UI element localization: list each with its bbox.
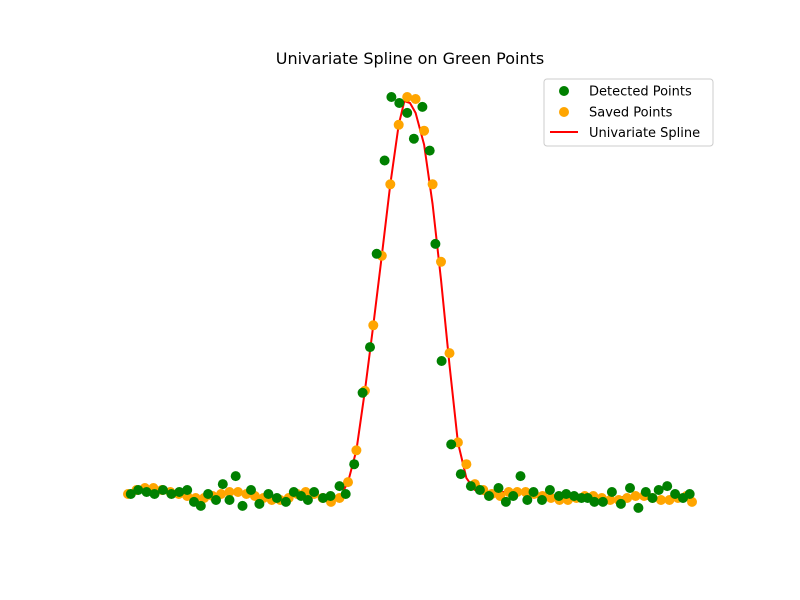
detected-point <box>158 485 168 495</box>
legend-spline-label: Univariate Spline <box>589 126 700 141</box>
detected-point <box>474 485 485 495</box>
detected-point <box>528 487 539 497</box>
detected-point <box>417 101 428 112</box>
saved-point <box>630 491 641 501</box>
detected-point <box>386 92 397 102</box>
saved-point <box>385 179 396 190</box>
detected-point <box>125 489 136 499</box>
legend-saved-marker <box>559 107 569 117</box>
saved-point <box>402 92 413 102</box>
detected-point <box>166 489 177 499</box>
detected-point <box>561 489 572 499</box>
legend-detected-label: Detected Points <box>589 85 692 100</box>
detected-point <box>217 479 228 490</box>
saved-point <box>351 445 362 456</box>
detected-point <box>662 481 673 492</box>
detected-point <box>325 491 336 501</box>
detected-point <box>309 487 320 497</box>
saved-point <box>444 348 455 359</box>
detected-point <box>254 498 265 509</box>
detected-point <box>647 493 658 503</box>
saved-point <box>546 493 556 503</box>
detected-point <box>211 495 221 505</box>
detected-point <box>633 502 644 513</box>
detected-point <box>522 495 533 505</box>
legend-detected-marker <box>559 86 569 96</box>
saved-point <box>622 493 633 503</box>
detected-point <box>408 133 419 144</box>
detected-point <box>436 356 447 366</box>
detected-point <box>237 500 248 511</box>
detected-point <box>424 145 435 156</box>
detected-point <box>515 471 526 482</box>
saved-point <box>687 496 697 507</box>
detected-point <box>203 489 214 499</box>
detected-point <box>334 481 345 492</box>
saved-point <box>419 125 430 136</box>
saved-point <box>233 487 243 497</box>
detected-point <box>263 489 274 499</box>
detected-point <box>537 495 547 505</box>
detected-point <box>402 107 413 118</box>
detected-point <box>500 496 511 507</box>
detected-point <box>379 155 390 166</box>
detected-point <box>597 496 608 507</box>
detected-point <box>288 487 299 497</box>
saved-point <box>436 256 446 267</box>
detected-point <box>615 498 626 509</box>
saved-point <box>393 119 404 130</box>
detected-point <box>224 495 235 505</box>
saved-point <box>461 459 472 470</box>
detected-point <box>493 483 504 493</box>
detected-point <box>133 485 144 495</box>
chart-title: Univariate Spline on Green Points <box>276 49 545 68</box>
saved-point <box>224 487 235 497</box>
saved-point <box>656 495 666 505</box>
detected-point <box>430 238 441 249</box>
detected-point <box>484 491 494 501</box>
saved-points-series <box>123 92 697 507</box>
detected-point <box>394 98 405 108</box>
legend-saved-label: Saved Points <box>589 106 673 121</box>
saved-point <box>520 487 531 497</box>
plot-area <box>123 92 697 513</box>
detected-points-series <box>125 92 695 513</box>
detected-point <box>195 500 206 511</box>
detected-point <box>271 493 282 503</box>
detected-point <box>589 496 600 507</box>
detected-point <box>246 485 256 495</box>
spline-series <box>127 100 693 503</box>
detected-point <box>670 489 681 499</box>
detected-point <box>653 485 664 495</box>
detected-point <box>371 248 382 259</box>
detected-point <box>625 483 635 493</box>
detected-point <box>544 485 555 495</box>
saved-point <box>410 94 421 104</box>
detected-point <box>302 495 313 505</box>
detected-point <box>349 459 360 470</box>
detected-point <box>365 342 375 353</box>
detected-point <box>508 491 519 501</box>
detected-point <box>357 387 368 398</box>
legend-box <box>543 78 714 147</box>
detected-point <box>455 469 466 480</box>
legend: Detected Points Saved Points Univariate … <box>543 78 714 147</box>
detected-point <box>182 485 193 495</box>
detected-point <box>141 487 152 497</box>
detected-point <box>684 489 695 499</box>
detected-point <box>465 481 476 492</box>
spline-line <box>127 100 693 503</box>
detected-point <box>149 489 160 499</box>
detected-point <box>174 487 185 497</box>
saved-point <box>427 179 438 190</box>
detected-point <box>340 489 351 499</box>
detected-point <box>606 487 617 497</box>
saved-point <box>368 320 379 331</box>
detected-point <box>230 471 241 482</box>
saved-point <box>343 477 353 488</box>
detected-point <box>280 496 291 507</box>
detected-point <box>640 487 651 497</box>
detected-point <box>446 439 457 450</box>
